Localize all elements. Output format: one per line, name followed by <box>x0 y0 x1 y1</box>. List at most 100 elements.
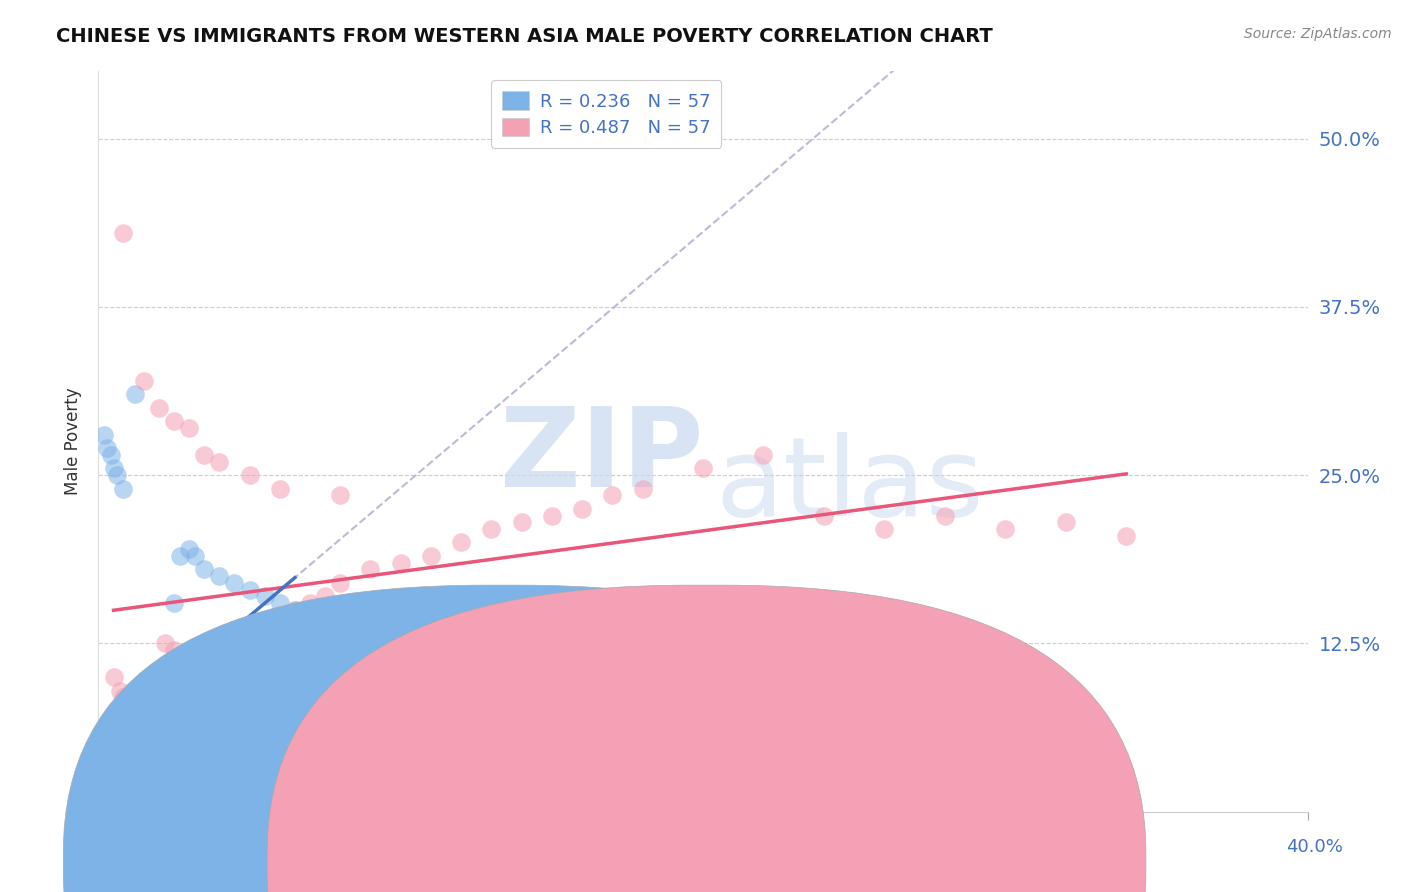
Point <box>329 488 352 502</box>
Point <box>108 783 131 797</box>
Point <box>118 697 141 711</box>
Point <box>96 751 118 765</box>
Point <box>127 783 149 797</box>
Legend: R = 0.236   N = 57, R = 0.487   N = 57: R = 0.236 N = 57, R = 0.487 N = 57 <box>491 80 721 148</box>
Point <box>100 757 122 772</box>
Point <box>269 596 291 610</box>
Text: Chinese: Chinese <box>534 846 600 863</box>
Point <box>148 717 170 731</box>
Point <box>169 549 191 563</box>
Point <box>193 448 215 462</box>
Point <box>132 374 155 388</box>
Point <box>184 643 207 657</box>
Point <box>108 780 131 795</box>
Point <box>124 789 146 803</box>
Point <box>481 522 503 536</box>
Point <box>108 787 131 801</box>
Point <box>169 649 191 664</box>
Point <box>193 562 215 576</box>
Y-axis label: Male Poverty: Male Poverty <box>65 388 83 495</box>
Point <box>179 657 201 671</box>
Point <box>269 616 291 631</box>
Point <box>163 596 186 610</box>
Text: Immigrants from Western Asia: Immigrants from Western Asia <box>731 846 984 863</box>
Point <box>103 767 125 781</box>
Point <box>299 596 322 610</box>
Point <box>1054 516 1077 530</box>
Point <box>124 791 146 805</box>
Point <box>105 771 128 785</box>
Point <box>111 226 134 240</box>
Point <box>103 762 125 776</box>
Text: 40.0%: 40.0% <box>1286 838 1343 856</box>
Text: CHINESE VS IMMIGRANTS FROM WESTERN ASIA MALE POVERTY CORRELATION CHART: CHINESE VS IMMIGRANTS FROM WESTERN ASIA … <box>56 27 993 45</box>
Point <box>692 461 714 475</box>
Point <box>148 401 170 415</box>
Point <box>208 455 231 469</box>
Point <box>132 707 155 722</box>
Point <box>179 421 201 435</box>
Point <box>145 767 167 781</box>
Point <box>934 508 956 523</box>
Point <box>184 549 207 563</box>
Text: ZIP: ZIP <box>499 403 703 510</box>
Point <box>132 778 155 792</box>
Point <box>148 764 170 779</box>
Point <box>540 508 562 523</box>
Point <box>179 542 201 557</box>
Point <box>111 794 134 808</box>
Point <box>994 522 1017 536</box>
Point <box>153 757 176 772</box>
Point <box>450 535 472 549</box>
Point <box>571 501 593 516</box>
Point <box>121 789 143 803</box>
Point <box>103 670 125 684</box>
Point <box>100 448 122 462</box>
Text: atlas: atlas <box>716 433 984 540</box>
Point <box>813 508 835 523</box>
Point <box>253 623 276 637</box>
Point <box>214 649 236 664</box>
Point <box>631 482 654 496</box>
Point <box>127 704 149 718</box>
Point <box>153 636 176 650</box>
Point <box>105 775 128 789</box>
Point <box>139 771 162 785</box>
Point <box>193 649 215 664</box>
Point <box>103 764 125 779</box>
Point <box>93 738 115 752</box>
Point <box>129 780 152 795</box>
Point <box>118 794 141 808</box>
Point <box>284 603 307 617</box>
Point <box>208 664 231 678</box>
Point <box>124 699 146 714</box>
Point <box>111 690 134 705</box>
Point <box>111 482 134 496</box>
Point <box>156 754 179 768</box>
Text: Source: ZipAtlas.com: Source: ZipAtlas.com <box>1244 27 1392 41</box>
Point <box>1115 529 1137 543</box>
Point <box>114 797 136 812</box>
Text: 0.0%: 0.0% <box>105 838 150 856</box>
Point <box>103 461 125 475</box>
Point <box>314 590 336 604</box>
Point <box>142 771 165 785</box>
Point <box>224 643 246 657</box>
Point <box>239 468 262 483</box>
Point <box>224 575 246 590</box>
Point <box>150 762 173 776</box>
Point <box>139 710 162 724</box>
Point <box>420 549 443 563</box>
Point <box>510 516 533 530</box>
Point <box>239 582 262 597</box>
Point <box>602 488 624 502</box>
Point <box>253 590 276 604</box>
Point <box>329 575 352 590</box>
Point <box>163 414 186 428</box>
Point <box>105 468 128 483</box>
Point <box>96 744 118 758</box>
Point <box>105 778 128 792</box>
Point <box>100 754 122 768</box>
Point <box>127 786 149 800</box>
Point <box>118 797 141 811</box>
